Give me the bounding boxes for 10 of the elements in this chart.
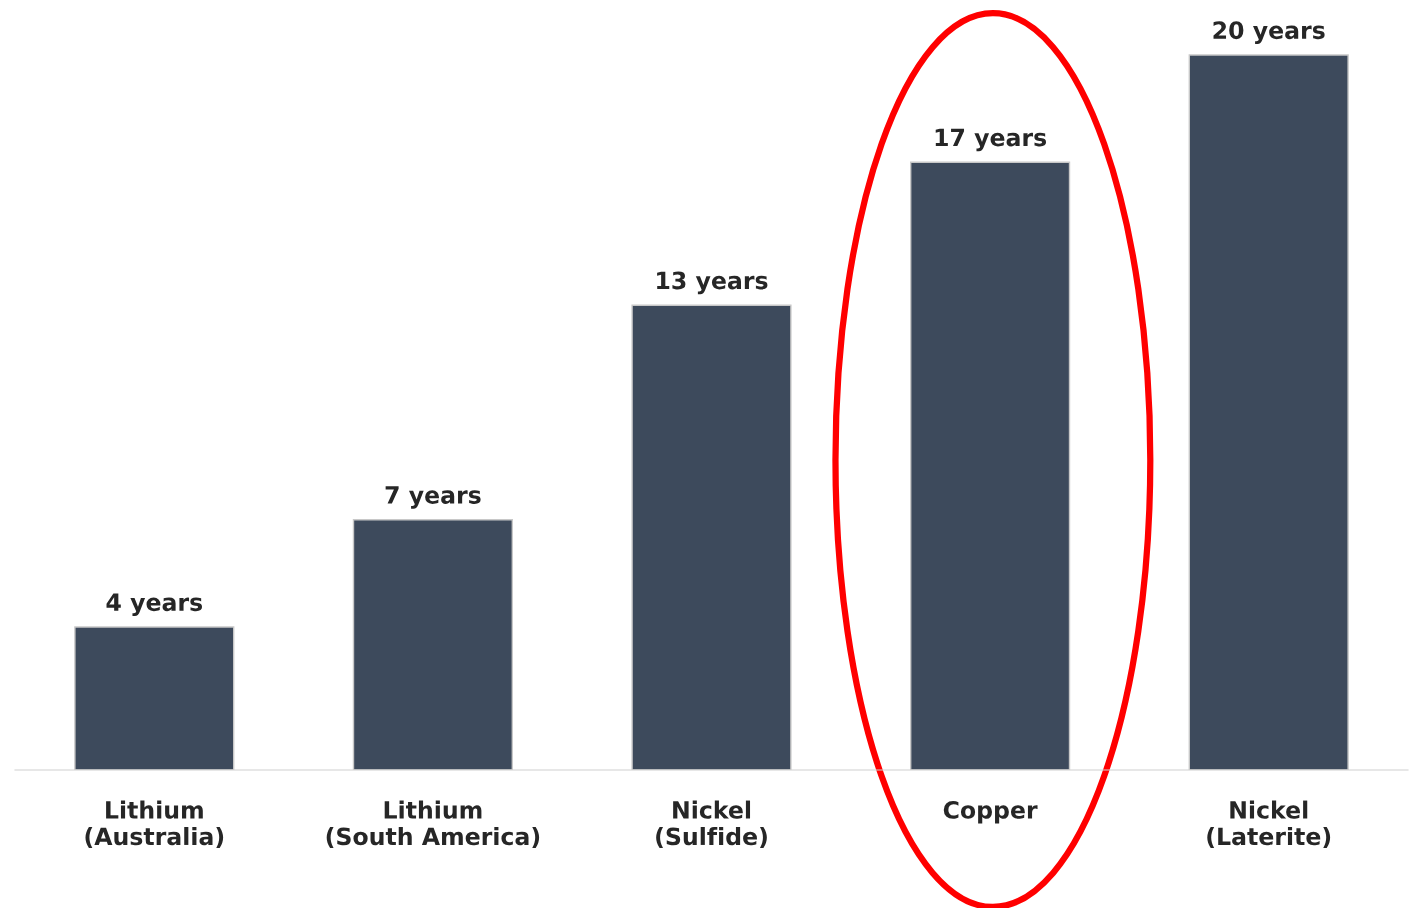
x-tick-label: Nickel (Sulfide) (656, 800, 767, 849)
x-tick-label: Lithium (South America) (326, 800, 540, 849)
x-tick-label: Lithium (Australia) (85, 800, 224, 849)
x-tick-label: Copper (943, 800, 1038, 824)
data-label: 13 years (657, 271, 768, 295)
data-label: 7 years (385, 486, 481, 509)
data-label: 20 years (1213, 21, 1325, 44)
x-tick-label: Nickel (Laterite) (1207, 800, 1331, 849)
data-label: 17 years (935, 128, 1047, 152)
data-label: 4 years (106, 593, 203, 616)
